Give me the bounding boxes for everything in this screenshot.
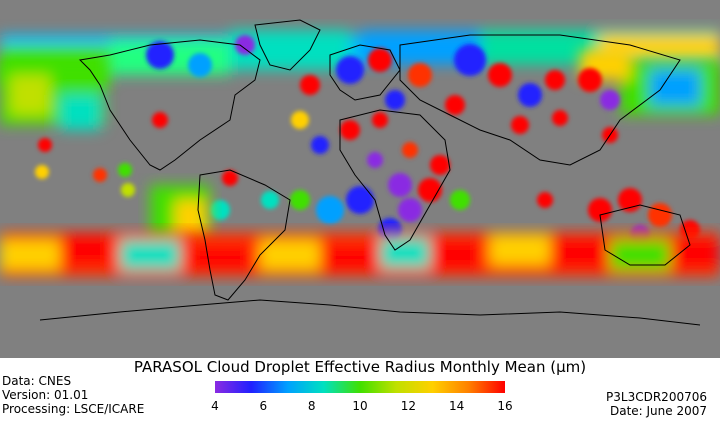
colorbar-tick-label: 12 (400, 399, 416, 413)
colorbar-tick-label: 8 (307, 399, 316, 413)
product-info: P3L3CDR200706 Date: June 2007 (606, 390, 707, 418)
colorbar-tick-label: 10 (352, 399, 368, 413)
antarctica-coast (39, 299, 701, 326)
tropical-clouds (210, 173, 700, 245)
africa-coast (339, 109, 451, 251)
map-title: PARASOL Cloud Droplet Effective Radius M… (133, 358, 587, 376)
colorbar-ticks: 4 6 8 10 12 14 16 (0, 399, 720, 415)
colorbar-tick-label: 4 (211, 399, 219, 413)
greenland-coast (254, 19, 321, 71)
north-america-coast (78, 39, 261, 171)
north-pacific-clouds (0, 50, 720, 130)
colorbar-tick-label: 16 (497, 399, 513, 413)
northern-continents (35, 35, 620, 208)
south-america-coast (197, 169, 291, 301)
product-id: P3L3CDR200706 (606, 390, 707, 404)
europe-coast (329, 44, 401, 101)
southern-ocean-band (0, 232, 720, 277)
colorbar-tick-label: 14 (449, 399, 465, 413)
version-info: Version: 01.01 (2, 388, 89, 402)
asia-coast (399, 34, 681, 166)
effective-radius-map (0, 0, 720, 358)
data-source: Data: CNES (2, 374, 72, 388)
source-info: Data: CNES Version: 01.01 Processing: LS… (2, 374, 144, 416)
coastlines (39, 19, 701, 326)
australia-coast (599, 204, 691, 266)
colorbar (215, 381, 505, 393)
product-date: Date: June 2007 (609, 404, 707, 418)
colorbar-tick-label: 6 (259, 399, 268, 413)
processing-info: Processing: LSCE/ICARE (2, 402, 145, 416)
